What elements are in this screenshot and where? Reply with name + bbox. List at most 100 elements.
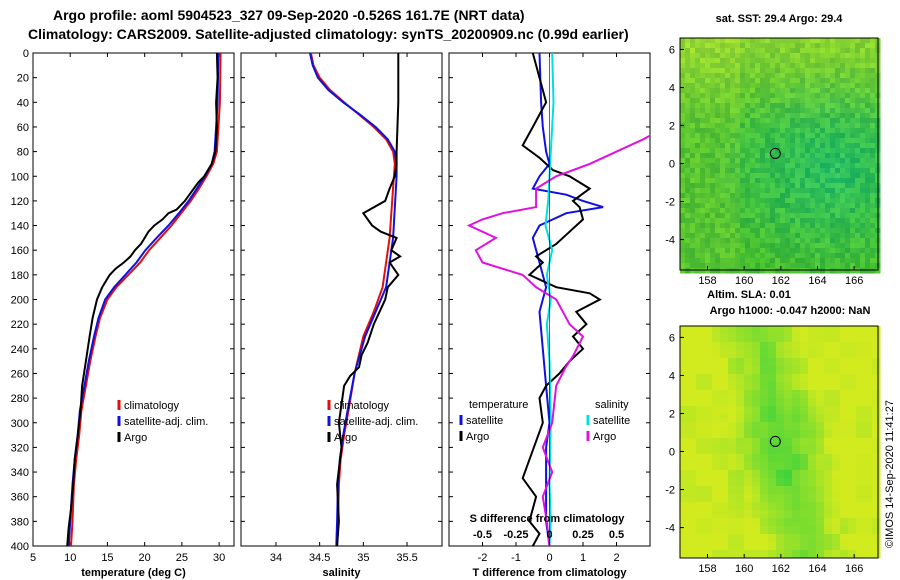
sst_map-cell [865,188,871,194]
sst_map-frame [679,37,879,271]
sst_map-cell [780,43,786,49]
depth-tick-label: 260 [11,368,29,380]
sla_map-cell [680,470,689,479]
sst_map-cell [825,133,831,139]
sst_map-cell [745,263,751,269]
sst_map-cell [685,228,691,234]
sla_map-cell [872,358,881,367]
sst_map-cell [800,233,806,239]
sst_map-cell [800,248,806,254]
sst_map-cell [865,78,871,84]
sla_map-cell [792,382,801,391]
sst_map-cell [740,223,746,229]
sst_map-cell [790,178,796,184]
sla_map-cell [816,486,825,495]
sst_map-cell [820,218,826,224]
sla_map-cell [784,534,793,543]
sst_map-cell [845,243,851,249]
sst_map-cell [685,123,691,129]
sst_map-cell [690,123,696,129]
sst_map-cell [780,188,786,194]
sst_map-cell [825,238,831,244]
sla_map-cell [784,374,793,383]
sst_map-cell [680,63,686,69]
sla_map-cell [840,462,849,471]
sla_map-cell [768,518,777,527]
sst_map-cell [810,143,816,149]
sst_map-cell [700,198,706,204]
sla_map-cell [688,550,697,559]
sst_map-cell [745,203,751,209]
sst_map-cell [795,133,801,139]
sst_map-cell [775,193,781,199]
sst_map-cell [860,78,866,84]
sst_map-cell [845,163,851,169]
sst_map-cell [770,148,776,154]
sst_map-cell [710,133,716,139]
sst_map-cell [730,123,736,129]
sst_map-cell [750,38,756,44]
sst_map-cell [690,88,696,94]
sla_map-cell [744,510,753,519]
sst_map-cell [745,58,751,64]
sst_map-cell [735,123,741,129]
sla_map-cell [800,446,809,455]
sst_map-cell [825,48,831,54]
sst_map-cell [775,68,781,74]
sla_map-cell [840,406,849,415]
sst_map-cell [845,103,851,109]
sla_map-cell [736,390,745,399]
sst_map-cell [860,218,866,224]
sla_map-cell [720,382,729,391]
sst_map-cell [745,158,751,164]
sla_map-cell [752,486,761,495]
sla_map-cell [816,374,825,383]
sst_map-cell [815,243,821,249]
sla_map-cell [736,366,745,375]
sla_map-cell [800,494,809,503]
sst_map-cell [820,53,826,59]
sst_map-cell [765,38,771,44]
sst_map-cell [815,183,821,189]
sst_map-cell [800,168,806,174]
sla_map-cell [728,478,737,487]
sst_map-cell [835,113,841,119]
sst_map-cell [770,58,776,64]
sst_map-cell [830,208,836,214]
sst_map-cell [775,198,781,204]
sla_map-cell [744,390,753,399]
sla_map-cell [840,454,849,463]
sst_map-cell [705,98,711,104]
sst_map-cell [730,103,736,109]
sla_map-cell [768,414,777,423]
sst_map-cell [830,128,836,134]
sst_map-cell [850,253,856,259]
sst_map-cell [750,183,756,189]
sst_map-cell [690,268,696,274]
sst_map-cell [745,213,751,219]
sst_map-cell [725,193,731,199]
sst_map-cell [710,78,716,84]
sla_map-cell [728,366,737,375]
sst_map-cell [800,148,806,154]
sst_map-cell [765,173,771,179]
sst_map-cell [730,258,736,264]
sst_map-cell [790,113,796,119]
sst_map-cell [760,143,766,149]
sst_map-cell [690,48,696,54]
sst_map-cell [800,213,806,219]
sla_map-cell [800,414,809,423]
sst_map-cell [845,78,851,84]
sst_map-cell [870,73,876,79]
sst_map-cell [715,118,721,124]
sst_map-cell [765,208,771,214]
sst_map-cell [800,158,806,164]
sst_map-cell [690,198,696,204]
sst_map-cell [865,153,871,159]
sla_map-cell [800,438,809,447]
sst_map-cell [850,98,856,104]
sst_map-cell [825,143,831,149]
sla_map-cell [768,510,777,519]
sla_map-cell [808,542,817,551]
sst_map-cell [715,208,721,214]
